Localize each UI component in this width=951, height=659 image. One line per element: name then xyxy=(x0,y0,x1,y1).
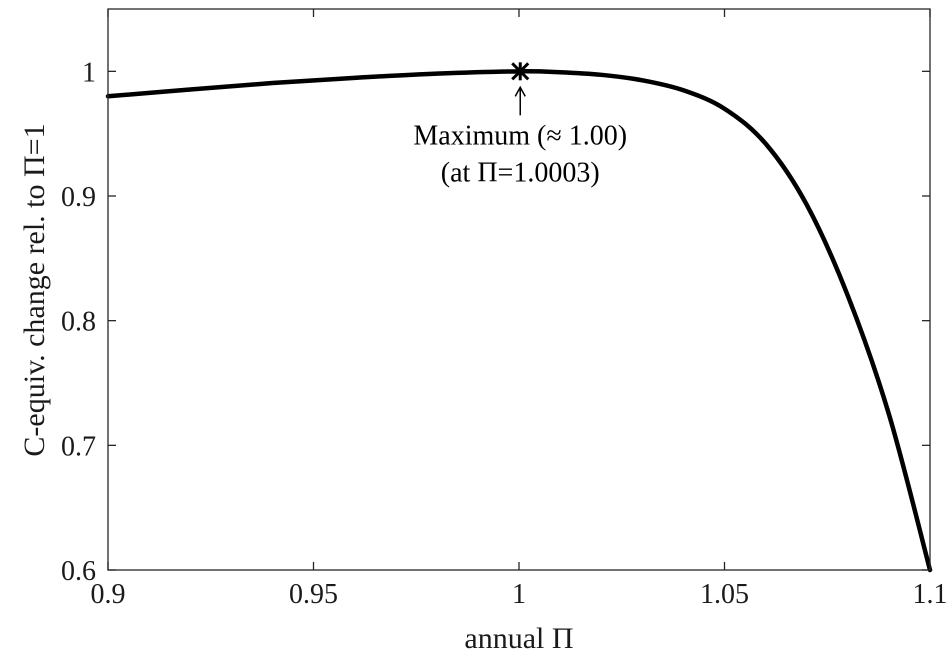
maximum-annotation: Maximum (≈ 1.00) (at Π=1.0003) xyxy=(413,62,627,188)
annotation-label-line1: Maximum (≈ 1.00) xyxy=(413,120,627,151)
annotation-arrow-head xyxy=(514,85,526,97)
y-tick-label: 0.9 xyxy=(61,182,96,213)
y-tick-label: 1 xyxy=(82,57,96,88)
y-tick-label: 0.6 xyxy=(61,556,96,587)
x-tick-label: 0.95 xyxy=(289,579,338,610)
maximum-marker xyxy=(511,62,530,81)
x-tick-label: 1 xyxy=(512,579,526,610)
plot-background xyxy=(108,9,930,570)
y-tick-label: 0.7 xyxy=(61,431,96,462)
y-tick-label: 0.8 xyxy=(61,307,96,338)
y-axis-title: C-equiv. change rel. to Π=1 xyxy=(18,123,51,456)
x-axis-ticks: 0.9 0.95 1 1.05 1.1 xyxy=(91,9,948,610)
y-axis-ticks: 0.6 0.7 0.8 0.9 1 xyxy=(61,57,930,587)
plot-frame xyxy=(107,8,931,571)
x-tick-label: 0.9 xyxy=(91,579,126,610)
x-axis-title: annual Π xyxy=(464,622,573,655)
series-line xyxy=(105,69,933,573)
annotation-label-line2: (at Π=1.0003) xyxy=(441,157,600,188)
x-tick-label: 1.05 xyxy=(700,579,749,610)
x-tick-label: 1.1 xyxy=(913,579,948,610)
